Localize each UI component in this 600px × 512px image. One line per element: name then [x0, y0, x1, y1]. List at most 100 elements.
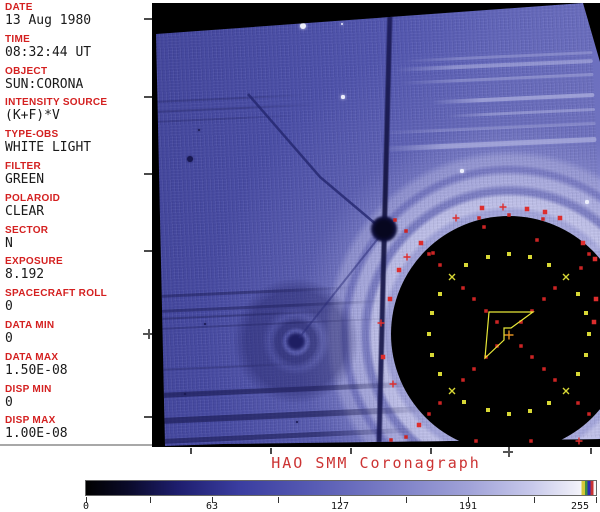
colorbar-tick-label: 191 [458, 501, 478, 512]
yellow-limb-dot [576, 372, 580, 376]
colorbar-tick [212, 497, 213, 503]
sun-center-marker [504, 330, 514, 340]
metadata-field: FILTER GREEN [5, 161, 150, 187]
left-edge-tick [144, 250, 152, 252]
red-fiducial-dot [387, 296, 393, 302]
red-fiducial-dot [591, 319, 597, 325]
red-fiducial-dot [396, 267, 402, 273]
metadata-field-value: 1.00E-08 [5, 426, 68, 441]
metadata-field-label: TYPE-OBS [5, 129, 59, 140]
red-spoke-dot [404, 435, 408, 439]
dark-speck [295, 420, 299, 424]
metadata-field: POLAROID CLEAR [5, 193, 150, 219]
red-fiducial-dot [479, 205, 485, 211]
coronagraph-image [152, 3, 600, 447]
left-edge-tick [144, 18, 152, 20]
yellow-limb-dot [547, 263, 551, 267]
metadata-field-label: DATA MAX [5, 352, 59, 363]
red-fiducial-plus [389, 380, 397, 388]
metadata-field-value: GREEN [5, 172, 45, 187]
red-fiducial-dot [592, 256, 598, 262]
red-spoke-dot [587, 412, 591, 416]
yellow-limb-dot [547, 401, 551, 405]
red-spoke-dot [530, 355, 534, 359]
metadata-field: SECTOR N [5, 225, 150, 251]
metadata-field-label: FILTER [5, 161, 42, 172]
metadata-field: EXPOSURE 8.192 [5, 256, 150, 282]
red-spoke-dot [495, 320, 499, 324]
bright-spot [585, 200, 589, 204]
red-fiducial-dot [580, 240, 586, 246]
left-edge-tick [144, 96, 152, 98]
red-spoke-dot [438, 401, 442, 405]
colorbar-tick [534, 497, 535, 503]
colorbar-tick [150, 497, 151, 503]
metadata-field-label: OBJECT [5, 66, 48, 77]
metadata-field: DATA MAX 1.50E-08 [5, 352, 150, 378]
red-fiducial-plus [452, 214, 460, 222]
bright-spot [460, 169, 464, 173]
red-spoke-dot [553, 378, 557, 382]
bright-spot [341, 95, 345, 99]
colorbar [85, 480, 597, 496]
red-spoke-dot [542, 367, 546, 371]
red-spoke-dot [393, 218, 397, 222]
red-fiducial-dot [418, 240, 424, 246]
colorbar-tick-label: 127 [330, 501, 350, 512]
metadata-field-label: SECTOR [5, 225, 49, 236]
red-spoke-dot [535, 238, 539, 242]
metadata-field-value: 0 [5, 395, 13, 410]
metadata-field: DATE 13 Aug 1980 [5, 2, 150, 28]
metadata-field-value: CLEAR [5, 204, 45, 219]
red-spoke-dot [472, 367, 476, 371]
feature-contour-polygon [484, 311, 535, 360]
red-fiducial-dot [416, 422, 422, 428]
left-edge-tick [144, 416, 152, 418]
dark-speck [187, 156, 193, 162]
metadata-field-label: POLAROID [5, 193, 61, 204]
metadata-field-value: 8.192 [5, 267, 45, 282]
red-spoke-dot [404, 229, 408, 233]
yellow-limb-dot [587, 332, 591, 336]
bright-spot [340, 22, 344, 26]
yellow-limb-dot [438, 372, 442, 376]
metadata-field-label: DISP MAX [5, 415, 56, 426]
metadata-field-value: 13 Aug 1980 [5, 13, 92, 28]
yellow-limb-dot [576, 292, 580, 296]
red-spoke-dot [519, 344, 523, 348]
colorbar-tick [406, 497, 407, 503]
yellow-limb-dot [507, 252, 511, 256]
yellow-diagonal-cross [562, 387, 570, 395]
colorbar-tick [596, 497, 597, 503]
yellow-limb-dot [528, 255, 532, 259]
yellow-diagonal-cross [562, 273, 570, 281]
red-spoke-dot [553, 286, 557, 290]
bottom-edge-tick [590, 448, 592, 454]
metadata-field-label: SPACECRAFT ROLL [5, 288, 108, 299]
metadata-field: INTENSITY SOURCE (K+F)*V [5, 97, 150, 123]
red-fiducial-dot [557, 215, 563, 221]
metadata-field-value: SUN:CORONA [5, 77, 84, 92]
metadata-field-value: N [5, 236, 13, 251]
metadata-field-value: (K+F)*V [5, 108, 60, 123]
colorbar-tick-label: 255 [570, 501, 590, 512]
metadata-field-value: 1.50E-08 [5, 363, 68, 378]
red-spoke-dot [484, 309, 488, 313]
yellow-limb-dot [528, 409, 532, 413]
red-fiducial-plus [499, 203, 507, 211]
dark-speck [197, 128, 201, 132]
red-spoke-dot [541, 217, 545, 221]
metadata-field: SPACECRAFT ROLL 0 [5, 288, 150, 314]
red-spoke-dot [530, 309, 534, 313]
colorbar-tick [468, 497, 469, 503]
dark-speck [203, 322, 207, 326]
colorbar-tick-label: 63 [205, 501, 219, 512]
yellow-diagonal-cross [448, 273, 456, 281]
colorbar-tick-label: 0 [82, 501, 90, 512]
red-spoke-dot [461, 286, 465, 290]
yellow-limb-dot [584, 311, 588, 315]
yellow-limb-dot [507, 412, 511, 416]
red-fiducial-dot [524, 206, 530, 212]
red-spoke-dot [474, 439, 478, 443]
yellow-limb-dot [462, 400, 466, 404]
